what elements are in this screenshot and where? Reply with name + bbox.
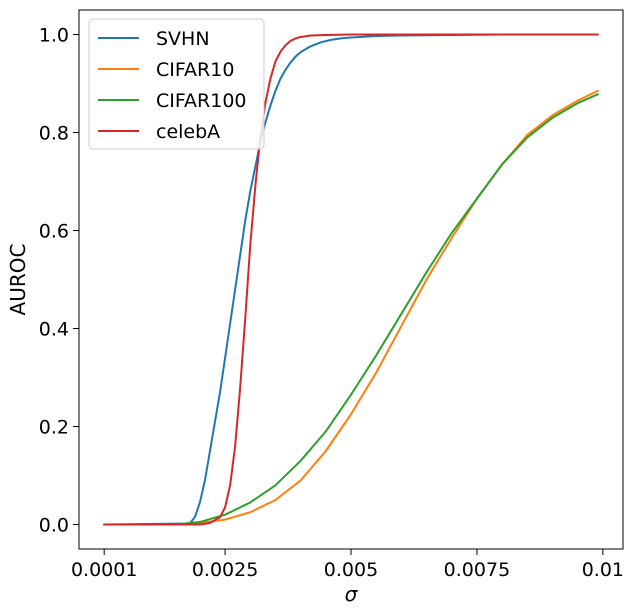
x-tick-label: 0.01: [582, 559, 624, 581]
legend-box: [88, 18, 265, 150]
x-tick-label: 0.0001: [71, 559, 137, 581]
plot-area: 0.0001 0.0025 0.005 0.0075 0.01 0.0 0.2 0.4 0.6 0…: [6, 9, 624, 606]
y-axis-title: AUROC: [6, 244, 30, 316]
y-tick-label: 0.0: [39, 515, 69, 537]
series-line-svhn: [103, 33, 599, 526]
y-tick-label: 1.0: [39, 25, 69, 47]
y-tick-label: 0.2: [39, 417, 69, 439]
y-tick-label: 0.4: [39, 319, 69, 341]
x-tick-label: 0.0025: [192, 559, 258, 581]
series-line-cifar10: [103, 89, 599, 526]
y-tick-label: 0.6: [39, 221, 69, 243]
x-axis-title: σ: [345, 582, 359, 606]
legend-label-celeba: celebA: [156, 121, 220, 143]
x-tick-label: 0.0075: [444, 559, 510, 581]
legend-label-cifar100: CIFAR100: [156, 90, 247, 112]
legend: SVHN CIFAR10 CIFAR100 celebA: [88, 18, 265, 150]
y-tick-label: 0.8: [39, 123, 69, 145]
x-tick-label: 0.005: [324, 559, 378, 581]
series-line-celeba: [103, 33, 599, 526]
legend-label-cifar10: CIFAR10: [156, 59, 234, 81]
legend-label-svhn: SVHN: [156, 28, 210, 50]
series-line-cifar100: [103, 93, 599, 526]
